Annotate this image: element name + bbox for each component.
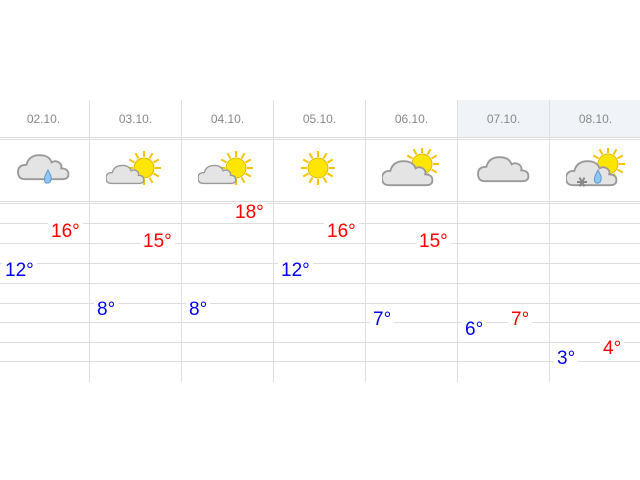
max-temp: 16° <box>324 222 359 243</box>
cloud-icon <box>458 140 549 200</box>
grid-line <box>0 223 640 224</box>
min-temp: 3° <box>554 348 579 369</box>
divider <box>0 203 640 204</box>
min-temp: 12° <box>2 261 37 282</box>
date-header[interactable]: 02.10. <box>26 112 61 126</box>
date-header[interactable]: 08.10. <box>550 100 640 137</box>
day-column: 07.10. <box>458 100 550 382</box>
min-temp: 7° <box>370 310 395 331</box>
min-temp: 8° <box>186 300 211 321</box>
date-header[interactable]: 05.10. <box>302 112 337 126</box>
grid-line <box>0 263 640 264</box>
grid-line <box>0 322 640 323</box>
cloud-sun-icon <box>90 140 181 200</box>
sun-behind-cloud-icon <box>366 140 457 200</box>
max-temp: 15° <box>416 232 451 253</box>
sun-icon <box>274 140 365 200</box>
day-column: 04.10. <box>182 100 274 382</box>
max-temp: 18° <box>232 203 267 223</box>
grid-line <box>0 283 640 284</box>
max-temp: 7° <box>508 310 533 331</box>
day-column: 08.10. <box>550 100 640 382</box>
date-header[interactable]: 04.10. <box>210 112 245 126</box>
min-temp: 8° <box>94 300 119 321</box>
forecast-table: 02.10. 16° 12° 03.10. 15° 8° 04.10. 18° 8° 05.… <box>0 100 640 382</box>
max-temp: 15° <box>140 232 175 253</box>
divider <box>0 139 640 140</box>
grid-line <box>0 342 640 343</box>
divider <box>0 201 640 202</box>
min-temp: 12° <box>278 261 313 282</box>
date-header[interactable]: 06.10. <box>394 112 429 126</box>
day-column: 02.10. <box>0 100 90 382</box>
max-temp: 16° <box>48 222 83 243</box>
day-column: 03.10. <box>90 100 182 382</box>
grid-line <box>0 303 640 304</box>
min-temp: 6° <box>462 319 487 340</box>
date-header[interactable]: 07.10. <box>458 100 549 137</box>
max-temp: 4° <box>600 339 625 360</box>
grid-line <box>0 243 640 244</box>
cloud-sun-icon <box>182 140 273 200</box>
day-column: 05.10. <box>274 100 366 382</box>
cloud-sun-sleet-icon <box>550 140 640 200</box>
divider <box>0 137 640 138</box>
cloud-rain-icon <box>0 140 89 200</box>
date-header[interactable]: 03.10. <box>118 112 153 126</box>
day-column: 06.10. <box>366 100 458 382</box>
grid-line <box>0 361 640 362</box>
